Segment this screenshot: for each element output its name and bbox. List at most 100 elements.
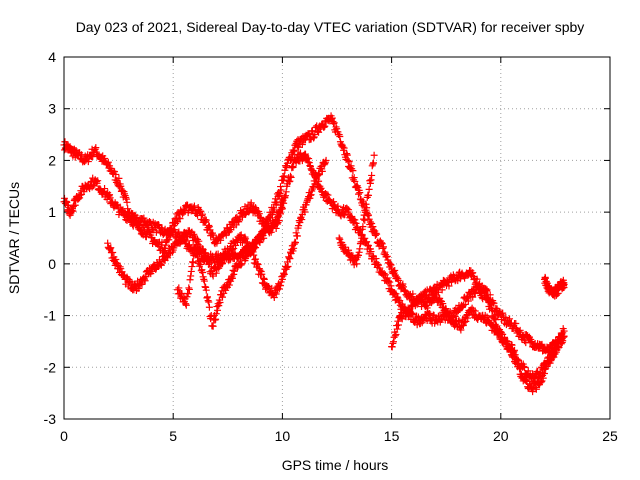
trace-marker: [162, 241, 170, 249]
trace-marker: [380, 269, 388, 277]
trace-marker: [532, 385, 540, 393]
trace-marker: [272, 290, 280, 298]
trace-marker: [275, 208, 283, 216]
trace-marker: [229, 266, 237, 274]
trace-marker: [365, 185, 373, 193]
trace-marker: [340, 144, 348, 152]
trace-marker: [355, 190, 363, 198]
trace-marker: [109, 248, 117, 256]
trace-marker: [285, 254, 293, 262]
trace-marker: [218, 293, 226, 301]
trace-marker: [372, 255, 380, 263]
x-axis-label: GPS time / hours: [282, 457, 389, 473]
trace-marker: [356, 189, 364, 197]
trace-marker: [115, 174, 123, 182]
trace-marker: [282, 192, 290, 200]
trace-marker: [386, 278, 394, 286]
trace-marker: [423, 304, 431, 312]
trace-marker: [217, 236, 225, 244]
trace-marker: [336, 132, 344, 140]
trace-marker: [374, 261, 382, 269]
trace-marker: [218, 259, 226, 267]
trace-marker: [199, 210, 207, 218]
trace-marker: [520, 362, 528, 370]
trace-marker: [358, 234, 366, 242]
data-point: [344, 156, 352, 164]
trace-marker: [469, 293, 477, 301]
trace-marker: [167, 226, 175, 234]
data-point: [560, 332, 568, 340]
data-point: [510, 348, 518, 356]
trace-marker: [194, 251, 202, 259]
trace-marker: [286, 255, 294, 263]
trace-marker: [448, 312, 456, 320]
trace-marker: [253, 260, 261, 268]
trace-marker: [367, 248, 375, 256]
trace-marker: [461, 318, 469, 326]
trace-marker: [391, 332, 399, 340]
trace-marker: [255, 210, 263, 218]
trace-marker: [357, 238, 365, 246]
trace-marker: [389, 338, 397, 346]
y-tick-label: 4: [48, 49, 56, 65]
trace-marker: [138, 280, 146, 288]
trace-marker: [190, 202, 198, 210]
trace-marker: [145, 227, 153, 235]
trace-marker: [145, 217, 153, 225]
x-tick-label: 0: [60, 428, 68, 444]
data-point: [191, 244, 199, 252]
trace-marker: [165, 236, 173, 244]
trace-marker: [345, 206, 353, 214]
trace-marker: [474, 282, 482, 290]
trace-marker: [394, 277, 402, 285]
trace-marker: [222, 255, 230, 263]
trace-marker: [241, 233, 249, 241]
trace-marker: [74, 195, 82, 203]
trace-marker: [272, 217, 280, 225]
trace-marker: [461, 300, 469, 308]
trace-marker: [368, 220, 376, 228]
data-point: [379, 244, 387, 252]
trace-marker: [378, 239, 386, 247]
trace-marker: [230, 267, 238, 275]
trace-marker: [187, 272, 195, 280]
trace-marker: [200, 277, 208, 285]
y-tick-label: -3: [44, 411, 57, 427]
trace-marker: [292, 239, 300, 247]
trace-marker: [360, 211, 368, 219]
trace-marker: [238, 260, 246, 268]
trace-marker: [286, 177, 294, 185]
trace-marker: [280, 269, 288, 277]
plot-frame: [63, 56, 611, 420]
trace-marker: [119, 206, 127, 214]
trace-marker: [185, 284, 193, 292]
trace-marker: [328, 114, 336, 122]
trace-marker: [256, 239, 264, 247]
trace-marker: [406, 308, 414, 316]
trace-marker: [459, 322, 467, 330]
trace-marker: [199, 268, 207, 276]
trace-marker: [205, 303, 213, 311]
trace-marker: [298, 141, 306, 149]
trace-marker: [94, 177, 102, 185]
trace-marker: [543, 362, 551, 370]
trace-marker: [277, 186, 285, 194]
data-point: [560, 281, 568, 289]
trace-marker: [511, 346, 519, 354]
trace-marker: [334, 202, 342, 210]
trace-marker: [512, 320, 520, 328]
x-tick-label: 5: [169, 428, 177, 444]
trace-marker: [215, 302, 223, 310]
trace-marker: [305, 155, 313, 163]
trace-marker: [438, 286, 446, 294]
chart-title: Day 023 of 2021, Sidereal Day-to-day VTE…: [76, 19, 585, 35]
trace-marker: [356, 245, 364, 253]
trace-marker: [481, 289, 489, 297]
trace-marker: [514, 356, 522, 364]
trace-marker: [330, 198, 338, 206]
trace-marker: [280, 172, 288, 180]
trace-marker: [276, 207, 284, 215]
y-tick-label: 2: [48, 152, 56, 168]
trace-marker: [393, 325, 401, 333]
trace-marker: [464, 314, 472, 322]
